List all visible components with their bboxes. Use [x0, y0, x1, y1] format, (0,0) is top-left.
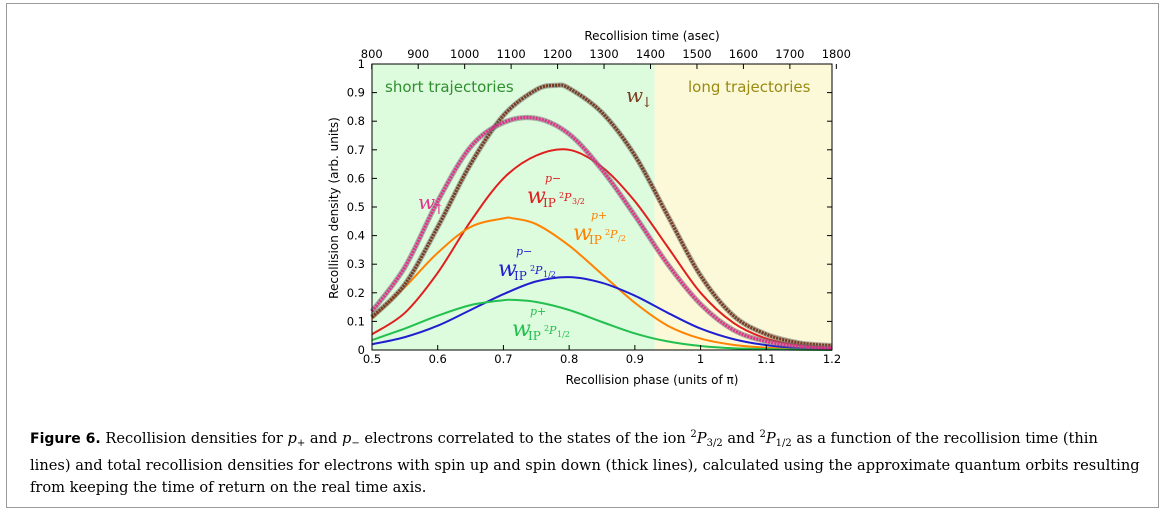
svg-text:w: w — [418, 190, 435, 214]
y-tick-label: 0.4 — [347, 229, 365, 243]
svg-text:2: 2 — [605, 228, 610, 237]
caption-seg1: Recollision densities for — [100, 430, 288, 447]
svg-text:2: 2 — [530, 264, 535, 273]
top-axis-title: Recollision time (asec) — [584, 29, 719, 43]
chart: 0.5 0.6 0.7 0.8 0.9 1 1.1 1.2 0 0.1 0.2 0.3 0.4 0.5 0.… — [327, 29, 851, 387]
svg-text:2: 2 — [544, 324, 549, 333]
top-tick-label: 1600 — [729, 47, 758, 61]
svg-text:IP: IP — [543, 196, 556, 210]
top-tick-label: 1300 — [589, 47, 618, 61]
series-line-p_minus_1_2 — [371, 276, 833, 351]
x-tick-label: 0.6 — [429, 352, 447, 366]
x-tick-label: 0.8 — [560, 352, 578, 366]
svg-text:/2: /2 — [618, 234, 626, 243]
svg-text:3/2: 3/2 — [572, 197, 585, 206]
svg-text:p+: p+ — [591, 209, 607, 222]
svg-text:1/2: 1/2 — [557, 330, 570, 339]
term-symbol: P — [765, 430, 776, 447]
svg-text:P: P — [534, 264, 543, 277]
y-tick-label: 0.8 — [347, 114, 365, 128]
caption-seg2: electrons correlated to the states of th… — [359, 430, 691, 447]
svg-text:↑: ↑ — [433, 202, 445, 218]
svg-text:p−: p− — [545, 172, 561, 185]
x-tick-label: 0.7 — [494, 352, 512, 366]
top-tick-label: 1000 — [450, 47, 479, 61]
label-p-minus-3-2: w p− IP 2 P 3/2 — [527, 172, 585, 210]
label-p-plus-3-2: w p+ IP 2 P /2 — [573, 209, 626, 247]
svg-text:IP: IP — [589, 233, 602, 247]
figure-caption: Figure 6. Recollision densities for p+ a… — [30, 424, 1140, 499]
plus-subscript: + — [296, 438, 306, 449]
x-axis-title: Recollision phase (units of π) — [566, 373, 739, 387]
svg-text:P: P — [548, 324, 557, 337]
label-w-down: w ↓ — [626, 83, 653, 111]
svg-text:w: w — [527, 184, 546, 209]
y-tick-label: 0.1 — [347, 314, 365, 328]
series-line-w_down — [370, 83, 833, 348]
region-1 — [654, 64, 832, 350]
top-tick-label: 1200 — [543, 47, 572, 61]
region-label-long: long trajectories — [688, 78, 811, 96]
x-tick-label: 1.1 — [757, 352, 775, 366]
svg-text:w: w — [573, 221, 592, 246]
y-tick-label: 0.9 — [347, 86, 365, 100]
y-tick-label: 0.5 — [347, 200, 365, 214]
top-tick-label: 900 — [407, 47, 429, 61]
term-symbol: P — [696, 430, 707, 447]
p-symbol: p — [287, 430, 297, 447]
y-tick-label: 1 — [358, 57, 365, 71]
svg-text:P: P — [563, 191, 572, 204]
svg-text:IP: IP — [514, 269, 527, 283]
label-p-minus-1-2: w p− IP 2 P 1/2 — [498, 245, 556, 283]
svg-text:w: w — [626, 83, 643, 107]
figure-label: Figure 6. — [30, 431, 101, 447]
x-tick-label: 0.9 — [626, 352, 644, 366]
label-w-up: w ↑ — [418, 190, 445, 218]
series-line-p_plus_3_2 — [371, 216, 833, 351]
x-tick-label: 1.2 — [823, 352, 841, 366]
x-tick-label: 0.5 — [363, 352, 381, 366]
j-subscript: 3/2 — [706, 438, 723, 449]
y-axis-title: Recollision density (arb. units) — [327, 117, 341, 299]
caption-and2: and — [722, 430, 760, 447]
top-tick-label: 1800 — [822, 47, 851, 61]
series-line-w_up — [370, 115, 833, 350]
y-tick-label: 0.2 — [347, 286, 365, 300]
top-tick-label: 1500 — [682, 47, 711, 61]
top-tick-label: 800 — [361, 47, 383, 61]
top-tick-label: 1100 — [496, 47, 525, 61]
minus-subscript: − — [351, 438, 360, 449]
x-tick-label: 1 — [697, 352, 704, 366]
caption-seg3: as a function of the recollision time (t… — [30, 430, 1140, 496]
top-tick-label: 1700 — [775, 47, 804, 61]
region-label-short: short trajectories — [385, 78, 514, 96]
svg-text:w: w — [512, 317, 531, 342]
top-tick-label: 1400 — [636, 47, 665, 61]
svg-text:w: w — [498, 257, 517, 282]
svg-text:P: P — [609, 228, 618, 241]
p-symbol: p — [342, 430, 352, 447]
svg-text:1/2: 1/2 — [543, 270, 556, 279]
figure-frame — [6, 3, 1159, 508]
region-0 — [372, 64, 655, 350]
y-tick-label: 0.7 — [347, 143, 365, 157]
svg-text:2: 2 — [559, 191, 564, 200]
label-p-plus-1-2: w p+ IP 2 P 1/2 — [512, 305, 570, 343]
term-superscript: 2 — [690, 429, 697, 440]
y-tick-label: 0.6 — [347, 171, 365, 185]
caption-and1: and — [305, 430, 342, 447]
y-tick-label: 0 — [358, 343, 365, 357]
svg-text:p−: p− — [516, 245, 532, 258]
term-superscript: 2 — [759, 429, 766, 440]
y-tick-label: 0.3 — [347, 257, 365, 271]
svg-text:IP: IP — [528, 329, 541, 343]
svg-text:↓: ↓ — [641, 95, 653, 111]
series-line-p_plus_1_2 — [371, 298, 833, 351]
j-subscript: 1/2 — [775, 438, 792, 449]
svg-text:p+: p+ — [530, 305, 546, 318]
